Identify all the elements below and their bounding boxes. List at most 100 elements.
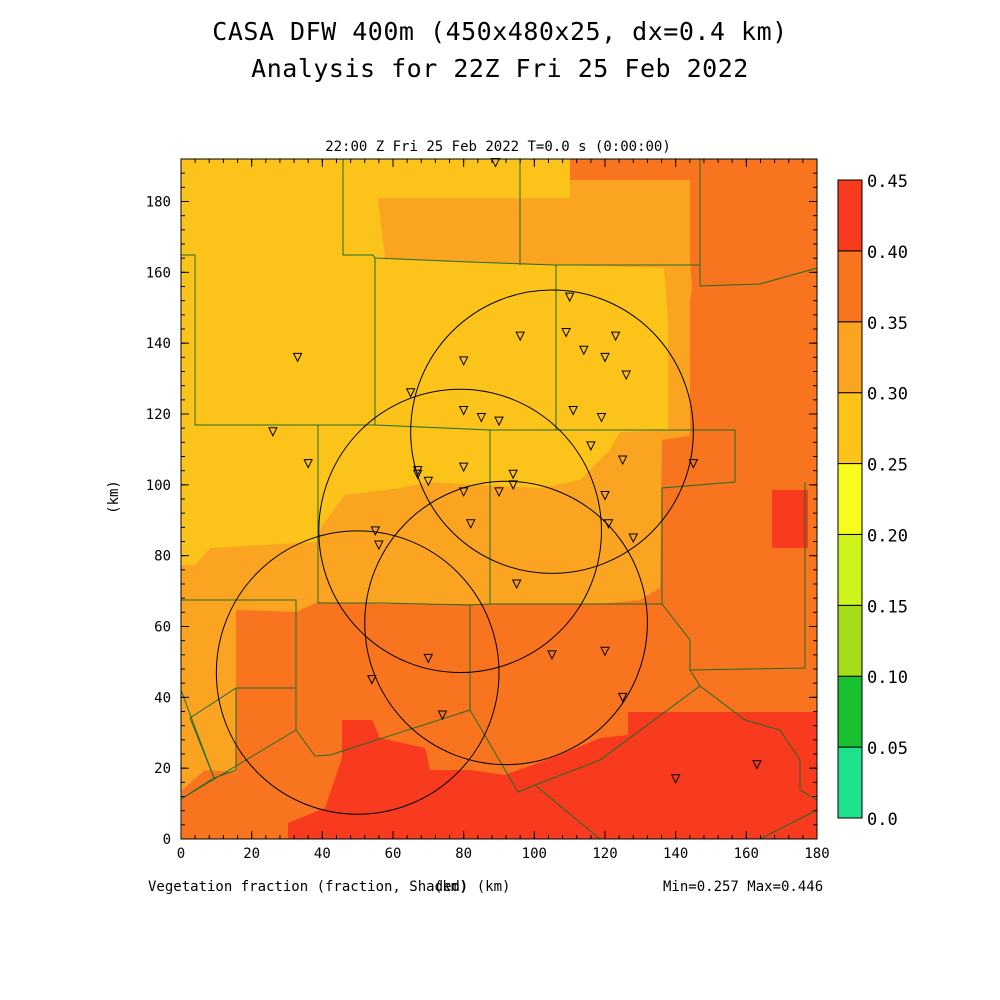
station-marker [547, 650, 557, 660]
shaded-field [181, 159, 817, 839]
station-markers [268, 158, 762, 784]
y-tick-label: 20 [154, 761, 171, 777]
field-region-red-south [288, 712, 817, 839]
variable-label: Vegetation fraction (fraction, Shaded) (… [148, 879, 510, 895]
station-marker [628, 533, 639, 544]
colorbar: 0.0 0.05 0.10 0.15 0.20 0.25 0.30 0.35 0.40 0.45 [837, 172, 908, 830]
station-marker [423, 653, 434, 664]
county-boundary [342, 159, 701, 266]
station-marker [366, 675, 377, 685]
field-region-red-orange-ne [690, 180, 817, 425]
field-region-red-orange-top [570, 159, 817, 212]
range-ring-4 [215, 530, 500, 815]
field-region-light [181, 159, 668, 565]
county-boundary [295, 600, 471, 757]
colorbar-bin [837, 321, 863, 394]
station-marker [303, 459, 314, 469]
station-marker [670, 774, 681, 784]
colorbar-tick-label: 0.45 [867, 172, 908, 192]
station-marker [292, 352, 303, 363]
x-tick-label: 20 [243, 846, 260, 862]
station-marker [508, 480, 518, 490]
x-tick-label: 120 [592, 846, 617, 862]
colorbar-tick-label: 0.35 [867, 314, 908, 334]
figure-title-line2: Analysis for 22Z Fri 25 Feb 2022 [251, 54, 749, 83]
county-boundary [194, 255, 376, 426]
colorbar-tick-label: 0.10 [867, 668, 908, 688]
colorbar-tick-label: 0.05 [867, 739, 908, 759]
y-tick-label: 100 [146, 478, 171, 494]
field-region-light-west [181, 380, 192, 450]
station-marker [476, 413, 487, 423]
colorbar-bin [837, 392, 863, 465]
x-tick-label: 180 [804, 846, 829, 862]
station-marker [494, 416, 504, 427]
x-tick-label: 80 [455, 846, 472, 862]
county-boundary [759, 809, 818, 840]
range-ring-1 [318, 388, 602, 674]
station-marker [437, 710, 448, 721]
y-tick-label: 140 [146, 336, 171, 352]
field-region-red-east [772, 490, 808, 548]
station-marker [617, 692, 628, 703]
plot-time-label: 22:00 Z Fri 25 Feb 2022 T=0.0 s (0:00:00… [325, 139, 671, 155]
y-tick-label: 60 [154, 620, 171, 636]
figure-title-line1: CASA DFW 400m (450x480x25, dx=0.4 km) [212, 17, 788, 46]
county-boundary [699, 265, 818, 287]
min-max-label: Min=0.257 Max=0.446 [663, 879, 823, 895]
station-marker [511, 579, 522, 590]
station-marker [610, 331, 621, 342]
y-tick-label: 120 [146, 407, 171, 423]
station-marker [561, 328, 571, 338]
station-marker [600, 352, 610, 363]
county-boundary [317, 265, 736, 606]
x-tick-label: 40 [314, 846, 331, 862]
station-marker [412, 469, 423, 480]
station-marker [568, 405, 579, 416]
colorbar-tick-label: 0.30 [867, 385, 908, 405]
station-marker [458, 356, 469, 366]
station-marker [465, 519, 476, 529]
colorbar-bin [837, 179, 863, 252]
station-marker [621, 370, 632, 381]
station-marker [600, 646, 610, 657]
station-marker [268, 427, 278, 437]
radar-range-rings [215, 289, 694, 815]
colorbar-bin [837, 463, 863, 535]
colorbar-bin [837, 604, 863, 677]
colorbar-bin [837, 533, 863, 606]
colorbar-bin [837, 250, 863, 323]
x-tick-label: 60 [385, 846, 402, 862]
county-boundary [180, 729, 297, 800]
colorbar-tick-label: 0.25 [867, 456, 908, 476]
y-tick-label: 80 [154, 549, 171, 565]
station-marker [458, 462, 469, 473]
station-marker [586, 441, 596, 451]
colorbar-tick-label: 0.40 [867, 243, 908, 263]
station-marker [405, 388, 416, 398]
colorbar-bin [837, 746, 863, 819]
station-marker [515, 331, 526, 342]
station-marker [370, 526, 381, 536]
station-marker [374, 540, 384, 551]
y-tick-label: 180 [146, 195, 171, 211]
county-boundary [534, 784, 601, 840]
y-axis-label: (km) [106, 480, 122, 514]
county-boundaries [180, 159, 818, 840]
y-axis: 0 20 40 60 80 100 120 140 160 180 [146, 158, 817, 848]
range-ring-3 [364, 480, 648, 766]
range-ring-2 [410, 289, 694, 574]
x-tick-label: 140 [663, 846, 688, 862]
county-boundary [689, 669, 701, 687]
station-marker [603, 519, 614, 529]
x-axis: 0 20 40 60 80 100 120 140 160 180 [177, 159, 830, 862]
station-marker [458, 487, 469, 498]
colorbar-bin [837, 675, 863, 748]
y-tick-label: 160 [146, 265, 171, 281]
station-marker [600, 490, 610, 501]
station-marker [494, 487, 504, 498]
station-marker [578, 345, 589, 356]
station-marker [617, 455, 628, 466]
colorbar-tick-label: 0.20 [867, 526, 908, 546]
